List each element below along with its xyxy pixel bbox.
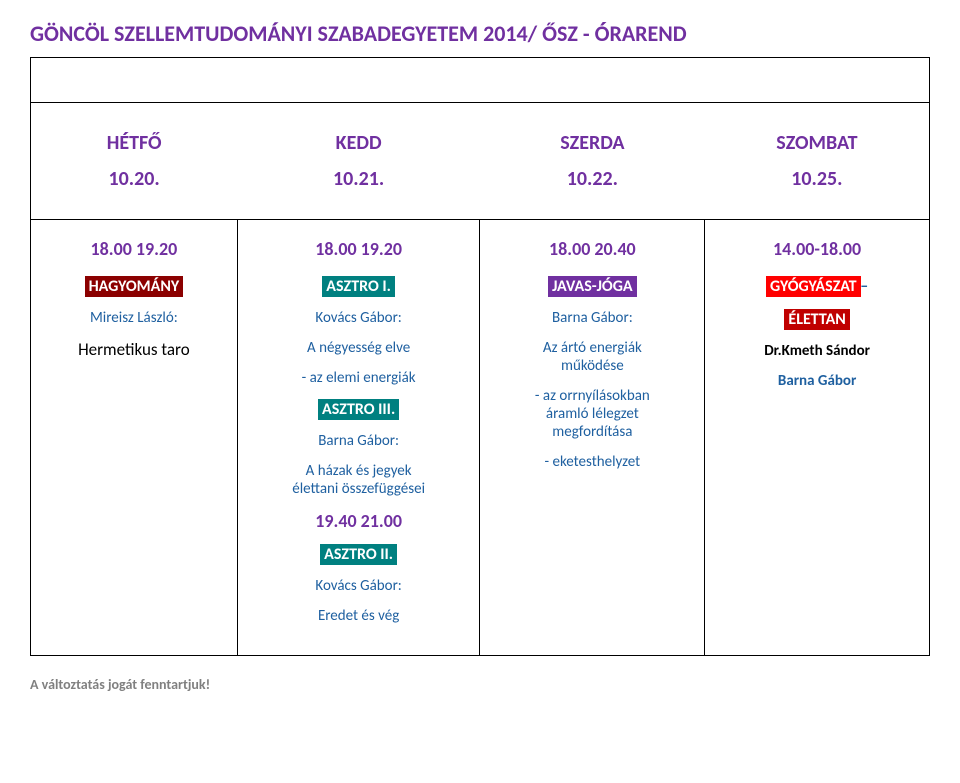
course-topic: működése	[492, 357, 692, 375]
instructor: Barna Gábor:	[250, 432, 468, 450]
instructor: Kovács Gábor:	[250, 309, 468, 327]
time-slot: 14.00-18.00	[717, 238, 917, 260]
course-tag: HAGYOMÁNY	[85, 276, 184, 297]
course-tag: ASZTRO II.	[320, 544, 397, 565]
course-topic: áramló lélegzet	[492, 405, 692, 423]
course-topic: élettani összefüggései	[250, 480, 468, 498]
date-label: 10.21.	[249, 167, 468, 191]
time-slot: 19.40 21.00	[250, 510, 468, 532]
time-slot: 18.00 19.20	[250, 238, 468, 260]
course-tag: JAVAS-JÓGA	[548, 276, 637, 297]
time-slot: 18.00 20.40	[492, 238, 692, 260]
instructor: Barna Gábor:	[492, 309, 692, 327]
instructor: Kovács Gábor:	[250, 577, 468, 595]
date-label: 10.22.	[492, 167, 693, 191]
instructor: Dr.Kmeth Sándor	[717, 342, 917, 360]
course-topic: A négyesség elve	[250, 339, 468, 357]
day-label: SZERDA	[492, 131, 693, 155]
course-tag-group: GYÓGYÁSZAT –	[717, 276, 917, 309]
header-row: HÉTFŐ 10.20. KEDD 10.21. SZERDA 10.22. S…	[31, 103, 930, 220]
course-topic: - az elemi energiák	[250, 369, 468, 387]
instructor: Mireisz László:	[43, 309, 225, 327]
time-slot: 18.00 19.20	[43, 238, 225, 260]
day-label: SZOMBAT	[717, 131, 917, 155]
course-tag: ASZTRO III.	[318, 399, 399, 420]
course-topic: Hermetikus taro	[43, 339, 225, 360]
schedule-table: HÉTFŐ 10.20. KEDD 10.21. SZERDA 10.22. S…	[30, 57, 930, 656]
course-tag: GYÓGYÁSZAT	[766, 276, 861, 297]
course-topic: - eketesthelyzet	[492, 453, 692, 471]
course-topic: - az orrnyílásokban	[492, 387, 692, 405]
date-label: 10.20.	[43, 167, 225, 191]
course-topic: A házak és jegyek	[250, 462, 468, 480]
course-tag: ÉLETTAN	[784, 309, 849, 330]
course-topic: Eredet és vég	[250, 607, 468, 625]
page-title: GÖNCÖL SZELLEMTUDOMÁNYI SZABADEGYETEM 20…	[30, 20, 930, 47]
footer-note: A változtatás jogát fenntartjuk!	[30, 676, 930, 693]
course-topic: megfordítása	[492, 423, 692, 441]
instructor: Barna Gábor	[717, 372, 917, 390]
course-topic: Az ártó energiák	[492, 339, 692, 357]
day-label: HÉTFŐ	[43, 131, 225, 155]
date-label: 10.25.	[717, 167, 917, 191]
course-tag: ASZTRO I.	[322, 276, 395, 297]
day-label: KEDD	[249, 131, 468, 155]
content-row: 18.00 19.20 HAGYOMÁNY Mireisz László: He…	[31, 220, 930, 656]
